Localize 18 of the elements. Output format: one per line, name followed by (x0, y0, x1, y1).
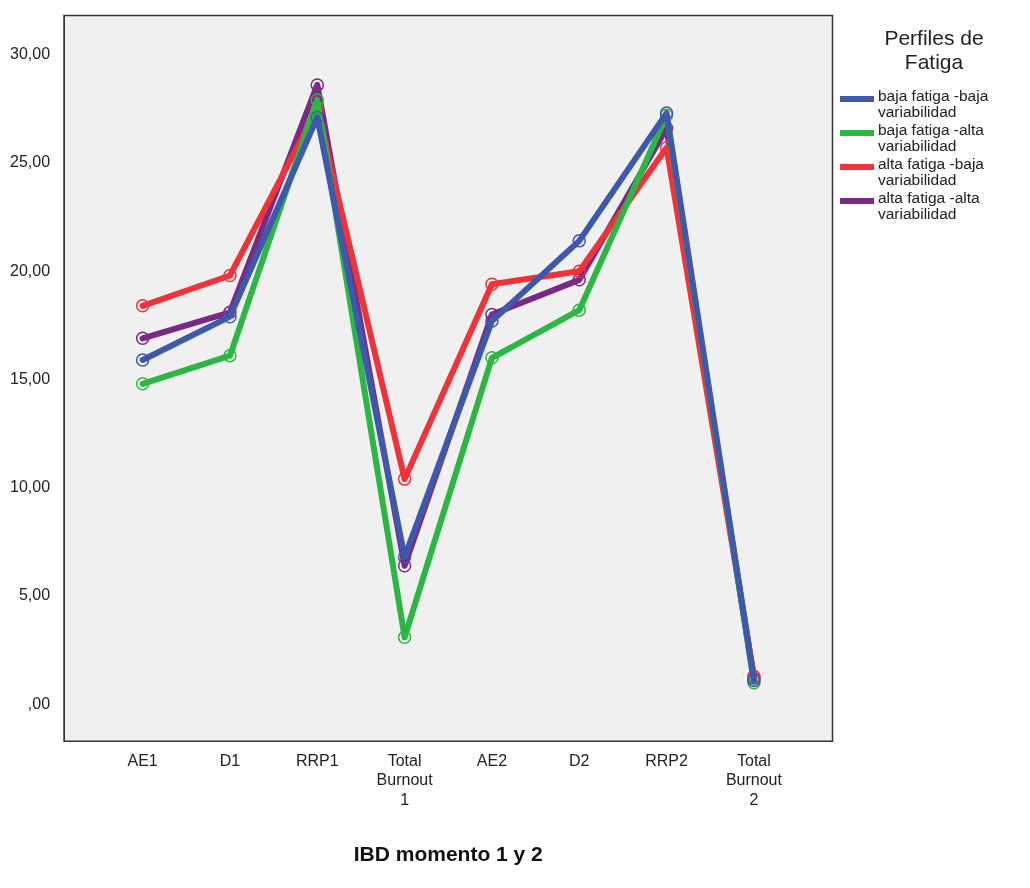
y-tick-label: 30,00 (9, 44, 51, 62)
legend-title: Perfiles de Fatiga (883, 26, 985, 74)
x-tick-label: D2 (569, 752, 590, 770)
x-tick-label: RRP2 (645, 752, 689, 770)
x-tick-label: RRP1 (295, 752, 339, 770)
y-tick-label: 15,00 (9, 369, 51, 387)
y-tick-label: ,00 (27, 694, 51, 712)
x-tick-label: Total Burnout 1 (376, 752, 434, 808)
y-tick-label: 5,00 (18, 586, 51, 604)
y-tick-label: 25,00 (9, 153, 51, 171)
legend-label: alta fatiga -alta variabilidad (878, 189, 981, 222)
y-tick-label: 20,00 (9, 261, 51, 279)
x-axis-title: IBD momento 1 y 2 (353, 842, 543, 866)
x-tick-label: D1 (219, 752, 241, 770)
x-tick-label: Total Burnout 2 (725, 752, 783, 808)
x-tick-label: AE1 (127, 752, 158, 770)
y-tick-label: 10,00 (9, 478, 51, 496)
x-tick-label: AE2 (476, 752, 508, 770)
